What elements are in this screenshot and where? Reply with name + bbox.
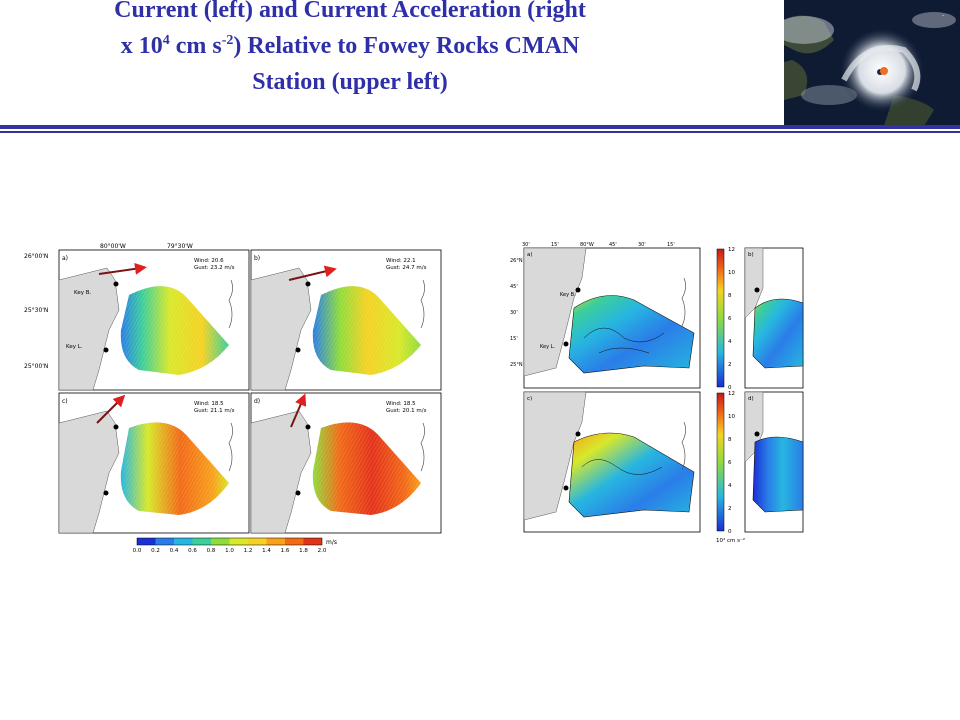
current-colorbar-segment — [211, 538, 230, 545]
current-colorbar-segment — [229, 538, 248, 545]
current-colorbar-segment — [266, 538, 285, 545]
accel-colorbar-tick: 6 — [728, 460, 732, 466]
accel-lat-labels: 26°N 45' 30' 15' 25°N — [510, 258, 523, 368]
lat-label-1: 26°00'N — [24, 253, 48, 260]
title-rule-thick — [0, 125, 960, 129]
panel-letter-b: b) — [254, 255, 260, 262]
panel-c-wind: Wind: 18.5 — [194, 401, 224, 407]
place-key-b: Key B. — [74, 290, 91, 296]
current-colorbar-segment — [303, 538, 322, 545]
accel-lon-label: 30' — [638, 242, 646, 248]
accel-colorbar-ticks-top: 12 10 8 6 4 2 0 — [728, 247, 735, 391]
title-line-2: x 104 cm s-2) Relative to Fowey Rocks CM… — [120, 33, 580, 59]
accel-lat-label: 25°N — [510, 362, 523, 368]
accel-colorbar-tick: 8 — [728, 293, 732, 299]
accel-colorbar-bottom — [716, 392, 725, 532]
accel-lon-label: 15' — [551, 242, 559, 248]
accel-lat-label: 26°N — [510, 258, 523, 264]
accel-place-key-l: Key L. — [540, 344, 555, 350]
accel-colorbar-tick: 4 — [728, 483, 732, 489]
accel-colorbar-unit: 10⁴ cm s⁻² — [716, 537, 745, 544]
lat-label-3: 25°00'N — [24, 363, 48, 370]
panel-b-gust: Gust: 24.7 m/s — [386, 265, 427, 271]
accel-lon-label: 30' — [522, 242, 530, 248]
place-key-l: Key L. — [66, 344, 83, 350]
panel-letter-d: d) — [254, 398, 260, 405]
current-colorbar-tick: 1.6 — [281, 548, 290, 554]
panel-d-gust: Gust: 20.1 m/s — [386, 408, 427, 414]
title-rule-thin — [0, 131, 960, 133]
current-colorbar-tick: 0.8 — [207, 548, 216, 554]
accel-colorbar-tick: 12 — [728, 391, 735, 397]
svg-text:·: · — [942, 12, 944, 20]
current-colorbar-segment — [137, 538, 156, 545]
slide-title: Current (left) and Current Acceleration … — [20, 0, 680, 100]
lon-label-1: 80°00'W — [100, 243, 126, 250]
accel-colorbar-tick: 0 — [728, 385, 732, 391]
accel-colorbar-tick: 12 — [728, 247, 735, 253]
accel-colorbar-tick: 0 — [728, 529, 732, 535]
current-colorbar-segment — [155, 538, 174, 545]
accel-panel-letter-c: c) — [527, 396, 532, 402]
current-colorbar-tick: 1.2 — [244, 548, 253, 554]
accel-lat-label: 30' — [510, 310, 518, 316]
current-colorbar-tick: 0.6 — [188, 548, 197, 554]
current-colorbar-tick: 0.0 — [133, 548, 142, 554]
current-colorbar-tick: 2.0 — [318, 548, 327, 554]
panel-letter-a: a) — [62, 255, 68, 262]
current-colorbar-segment — [192, 538, 211, 545]
lat-label-2: 25°30'N — [24, 307, 48, 314]
panel-letter-c: c) — [62, 398, 68, 405]
accel-lat-label: 15' — [510, 336, 518, 342]
lon-label-2: 79°30'W — [167, 243, 193, 250]
title-line-3: Station (upper left) — [252, 69, 448, 95]
accel-colorbar-tick: 10 — [728, 270, 735, 276]
accel-lon-label: 45' — [609, 242, 617, 248]
panel-a-gust: Gust: 23.2 m/s — [194, 265, 235, 271]
accel-lat-label: 45' — [510, 284, 518, 290]
panel-b-wind: Wind: 22.1 — [386, 258, 416, 264]
accel-lon-label: 80°W — [580, 242, 594, 248]
current-colorbar-tick: 0.4 — [170, 548, 179, 554]
panel-d-wind: Wind: 18.5 — [386, 401, 416, 407]
current-colorbar-tick: 1.8 — [299, 548, 308, 554]
current-colorbar-tick: 1.0 — [225, 548, 234, 554]
current-colorbar-segment — [174, 538, 193, 545]
accel-colorbar-tick: 6 — [728, 316, 732, 322]
accel-lon-label: 15' — [667, 242, 675, 248]
accel-colorbar-tick: 2 — [728, 506, 732, 512]
current-colorbar-segment — [285, 538, 304, 545]
accel-colorbar-tick: 8 — [728, 437, 732, 443]
panel-a-wind: Wind: 20.6 — [194, 258, 224, 264]
hurricane-satellite-image: · — [774, 0, 960, 126]
accel-colorbar-top — [716, 248, 725, 388]
current-colorbar-frame — [136, 537, 323, 546]
accel-colorbar-tick: 10 — [728, 414, 735, 420]
current-colorbar-ticks: 0.0 0.2 0.4 0.6 0.8 1.0 1.2 1.4 1.6 1.8 2.0 — [133, 548, 327, 554]
accel-place-key-b: Key B. — [560, 292, 576, 298]
accel-lon-labels: 30' 15' 80°W 45' 30' 15' — [522, 242, 675, 248]
current-colorbar-tick: 0.2 — [151, 548, 160, 554]
acceleration-figure: 12 10 8 6 4 2 0 12 10 8 6 4 2 0 10⁴ cm s⁻² 30' 15' 80°… — [510, 240, 810, 552]
accel-panel-letter-b: b) — [748, 252, 754, 258]
current-colorbar-unit: m/s — [326, 539, 337, 546]
accel-colorbar-ticks-bottom: 12 10 8 6 4 2 0 — [728, 391, 735, 535]
panel-c-gust: Gust: 21.1 m/s — [194, 408, 235, 414]
accel-colorbar-tick: 4 — [728, 339, 732, 345]
current-colorbar — [136, 537, 323, 546]
accel-panel-letter-d: d) — [748, 396, 754, 402]
title-line-1: Current (left) and Current Acceleration … — [114, 0, 586, 23]
accel-colorbar-tick: 2 — [728, 362, 732, 368]
current-colorbar-tick: 1.4 — [262, 548, 271, 554]
accel-panel-letter-a: a) — [527, 252, 533, 258]
current-figure: 80°00'W 79°30'W 26°00'N 25°30'N 25°00'N … — [22, 240, 452, 570]
current-colorbar-segment — [248, 538, 267, 545]
